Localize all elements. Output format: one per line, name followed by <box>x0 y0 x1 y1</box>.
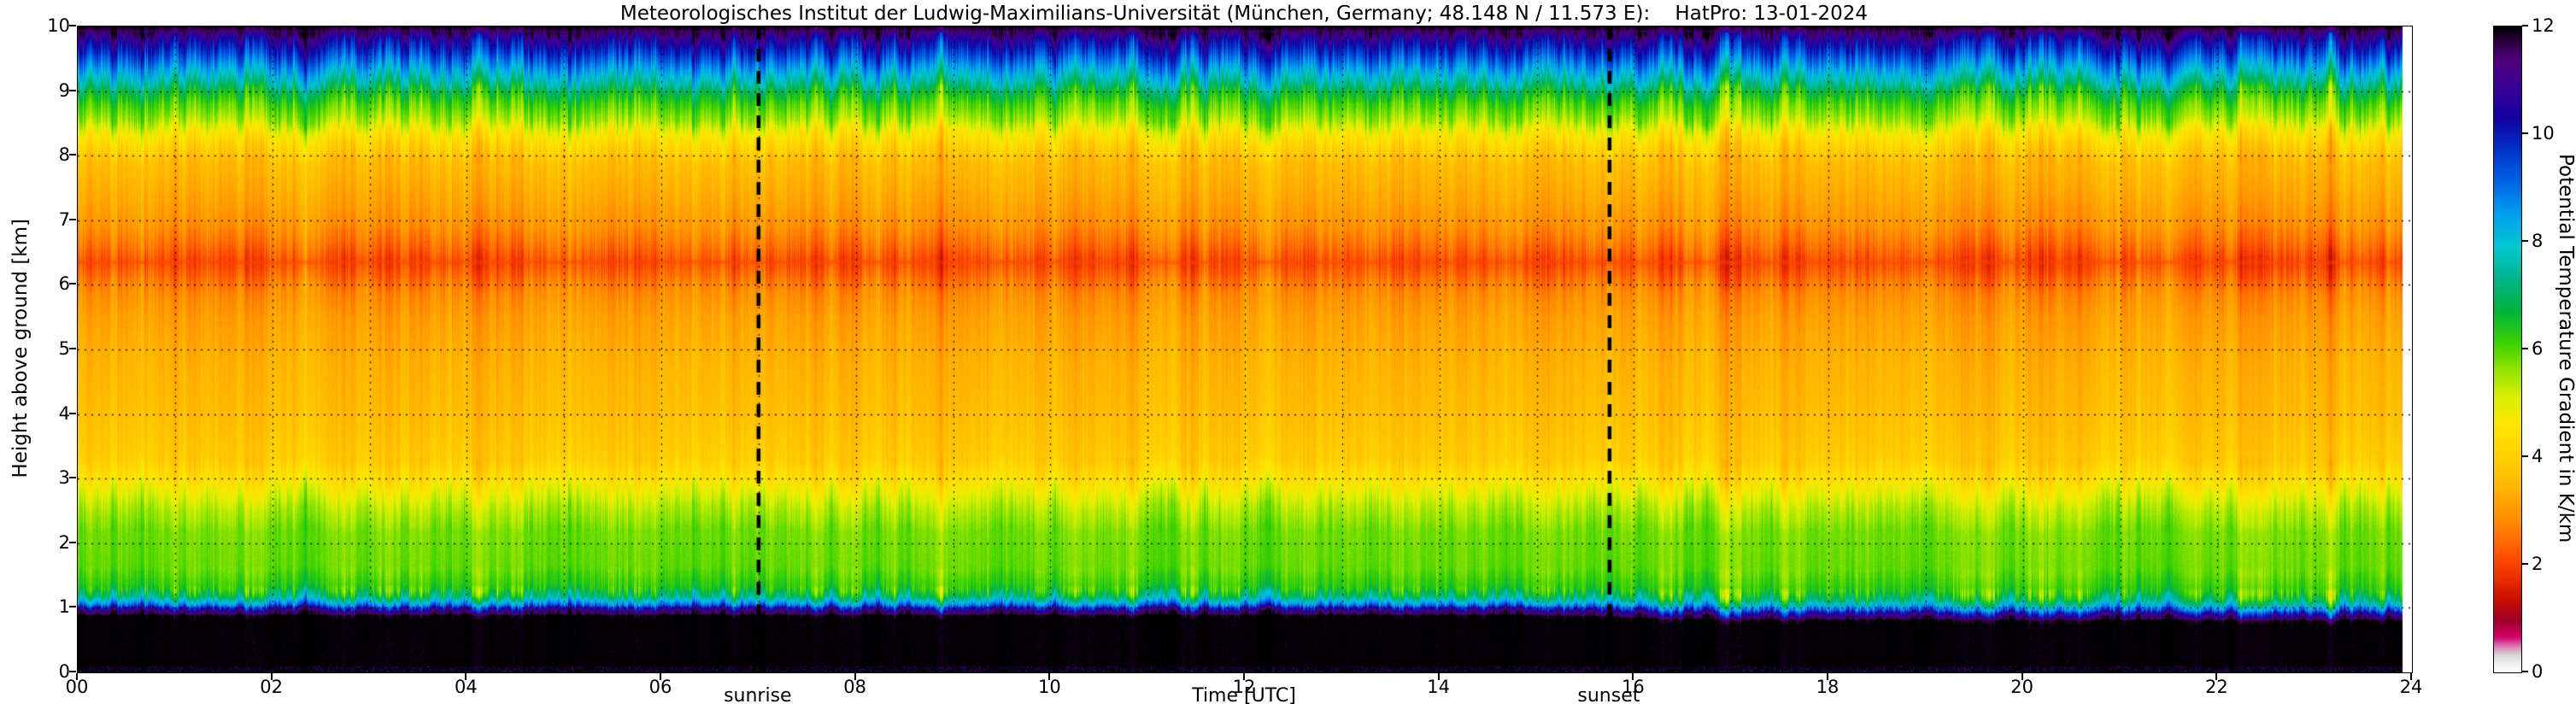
colorbar-tick-mark <box>2522 132 2528 134</box>
x-tick-mark <box>465 673 467 680</box>
y-tick-mark <box>69 541 76 543</box>
x-tick-label: 18 <box>1816 677 1840 697</box>
y-tick-label: 7 <box>58 208 70 230</box>
x-tick-label: 02 <box>260 677 284 697</box>
annotation-label-sunrise: sunrise <box>724 685 792 704</box>
x-tick-label: 10 <box>1037 677 1061 697</box>
x-tick-mark <box>270 673 273 680</box>
x-tick-label: 24 <box>2399 677 2423 697</box>
y-tick-label: 1 <box>58 596 70 618</box>
x-tick-mark <box>854 673 856 680</box>
colorbar-tick-mark <box>2522 563 2528 565</box>
colorbar <box>2493 26 2522 673</box>
y-tick-mark <box>69 154 76 156</box>
x-tick-mark <box>660 673 661 680</box>
colorbar-canvas <box>2494 26 2521 672</box>
x-tick-label: 20 <box>2010 677 2034 697</box>
x-tick-mark <box>1243 673 1245 680</box>
x-tick-label: 06 <box>648 677 672 697</box>
plot-area <box>77 26 2413 673</box>
y-tick-label: 4 <box>58 402 70 424</box>
y-tick-label: 10 <box>47 15 70 36</box>
y-axis-label-container: Height above ground [km] <box>7 26 34 672</box>
y-tick-mark <box>69 218 76 220</box>
colorbar-tick-mark <box>2522 240 2528 242</box>
annotation-label-sunset: sunset <box>1577 685 1640 704</box>
y-tick-mark <box>69 412 76 414</box>
colorbar-tick-mark <box>2522 348 2528 349</box>
colorbar-tick-label: 12 <box>2532 15 2555 36</box>
y-axis-label: Height above ground [km] <box>9 219 32 478</box>
y-tick-mark <box>69 89 76 91</box>
x-tick-mark <box>1048 673 1051 680</box>
heatmap-canvas <box>78 26 2412 672</box>
x-tick-label: 00 <box>65 677 89 697</box>
colorbar-tick-label: 8 <box>2532 231 2544 251</box>
y-tick-mark <box>69 606 76 608</box>
x-tick-mark <box>1437 673 1440 680</box>
y-tick-label: 0 <box>58 661 70 682</box>
x-tick-mark <box>2021 673 2023 680</box>
y-tick-label: 6 <box>58 273 70 295</box>
x-axis-label: Time [UTC] <box>1192 685 1296 704</box>
colorbar-tick-mark <box>2522 671 2528 672</box>
x-tick-label: 12 <box>1232 677 1256 697</box>
x-tick-label: 16 <box>1621 677 1645 697</box>
x-tick-mark <box>76 673 78 680</box>
y-tick-label: 2 <box>58 531 70 553</box>
y-tick-label: 3 <box>58 467 70 489</box>
x-tick-label: 14 <box>1427 677 1451 697</box>
x-tick-label: 22 <box>2204 677 2228 697</box>
colorbar-tick-label: 6 <box>2532 338 2544 359</box>
x-tick-label: 04 <box>454 677 478 697</box>
y-tick-label: 9 <box>58 79 70 101</box>
colorbar-tick-label: 10 <box>2532 123 2555 144</box>
y-tick-mark <box>69 283 76 285</box>
colorbar-tick-label: 2 <box>2532 554 2544 574</box>
x-tick-mark <box>1632 673 1634 680</box>
colorbar-tick-mark <box>2522 25 2528 26</box>
colorbar-tick-label: 0 <box>2532 661 2544 682</box>
y-tick-mark <box>69 25 76 26</box>
y-tick-label: 8 <box>58 144 70 166</box>
x-tick-label: 08 <box>843 677 867 697</box>
y-tick-mark <box>69 671 76 672</box>
colorbar-tick-label: 4 <box>2532 446 2544 466</box>
y-tick-label: 5 <box>58 338 70 359</box>
chart-title: Meteorologisches Institut der Ludwig-Max… <box>619 3 1869 25</box>
colorbar-tick-mark <box>2522 455 2528 457</box>
x-tick-mark <box>1827 673 1828 680</box>
x-tick-mark <box>2215 673 2218 680</box>
y-tick-mark <box>69 477 76 479</box>
y-tick-mark <box>69 348 76 349</box>
x-tick-mark <box>2410 673 2412 680</box>
colorbar-label: Potential Temperature Gradient in K/km <box>2555 154 2576 543</box>
colorbar-label-container: Potential Temperature Gradient in K/km <box>2555 26 2576 672</box>
